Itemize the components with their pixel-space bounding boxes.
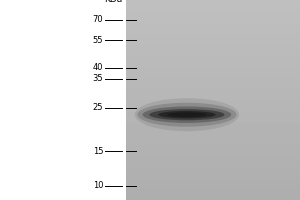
Text: 55: 55 bbox=[93, 36, 103, 45]
Text: 15: 15 bbox=[93, 147, 103, 156]
Text: KDa: KDa bbox=[104, 0, 122, 4]
Text: 40: 40 bbox=[93, 63, 103, 72]
Text: 70: 70 bbox=[93, 15, 103, 24]
Text: 10: 10 bbox=[93, 181, 103, 190]
Text: 25: 25 bbox=[93, 103, 103, 112]
Ellipse shape bbox=[149, 109, 224, 120]
Ellipse shape bbox=[135, 98, 239, 131]
Ellipse shape bbox=[142, 106, 231, 123]
Ellipse shape bbox=[137, 103, 236, 127]
Text: 35: 35 bbox=[93, 74, 103, 83]
Ellipse shape bbox=[167, 112, 207, 117]
Ellipse shape bbox=[158, 111, 216, 118]
